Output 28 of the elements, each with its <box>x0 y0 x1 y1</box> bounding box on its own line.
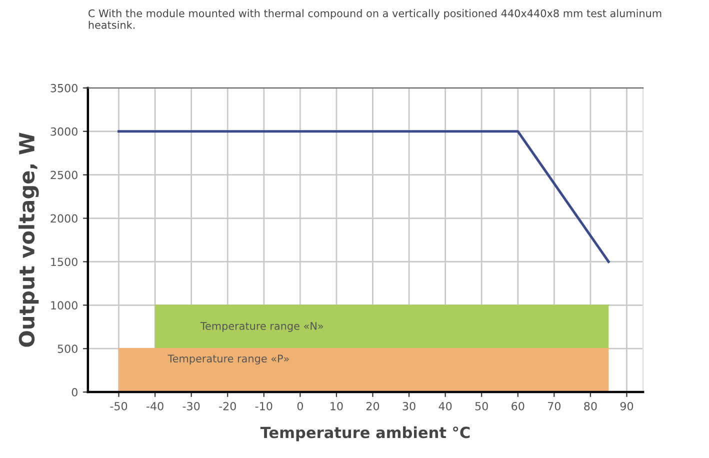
x-tick-label: 40 <box>438 402 452 410</box>
x-tick-label: 20 <box>366 402 380 410</box>
y-tick-label: 0 <box>72 388 78 396</box>
y-tick-label: 2000 <box>50 214 78 223</box>
text: C With the module mounted with thermal compound on a vertically positioned 440x440x8 mm test aluminum heatsink. <box>88 9 662 29</box>
y-tick-label: 1500 <box>51 258 78 266</box>
x-tick-label: 60 <box>512 402 524 410</box>
x-tick-label: -30 <box>182 402 200 410</box>
x-axis-title: Temperature ambient °C <box>260 426 470 442</box>
x-tick-label: -40 <box>146 402 164 410</box>
x-tick-label: -50 <box>110 402 128 410</box>
x-tick-label: -10 <box>255 402 272 410</box>
series-label: Temperature range «P» <box>168 354 289 365</box>
x-tick-label: 70 <box>548 402 560 410</box>
y-tick-label: 1000 <box>51 301 78 310</box>
x-tick-label: 80 <box>584 402 597 410</box>
x-tick-label: 10 <box>330 402 343 410</box>
series-label: Temperature range «N» <box>200 322 324 332</box>
y-tick-label: 500 <box>58 344 78 353</box>
x-tick-label: 0 <box>297 402 303 410</box>
x-tick-label: 30 <box>402 402 416 410</box>
y-tick-label: 3000 <box>50 127 78 136</box>
x-tick-label: 50 <box>475 402 488 410</box>
x-tick-label: -20 <box>219 402 236 410</box>
y-tick-label: 3500 <box>50 84 78 92</box>
y-axis-title: Output voltage, W <box>18 132 39 347</box>
x-tick-label: 90 <box>620 402 634 410</box>
y-tick-label: 2500 <box>50 170 78 180</box>
